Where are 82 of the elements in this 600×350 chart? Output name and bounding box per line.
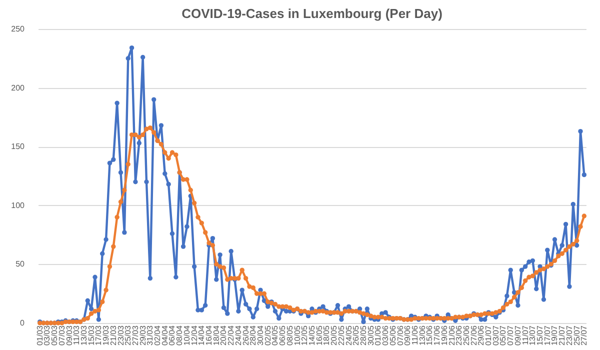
x-tick-label: 29/03: [138, 324, 148, 346]
x-tick-label: 26/04: [241, 324, 250, 346]
x-tick-label: 27/03: [130, 324, 140, 346]
x-tick-label: 07/06: [396, 324, 405, 346]
x-tick-label: 11/03: [72, 324, 82, 345]
x-tick-label: 20/04: [219, 324, 228, 346]
y-tick-label: 150: [11, 142, 26, 152]
x-tick-label: 03/07: [491, 324, 500, 346]
x-tick-label: 23/06: [454, 324, 464, 346]
x-tick-label: 08/04: [175, 324, 184, 346]
x-tick-label: 07/03: [57, 324, 66, 346]
x-tick-label: 18/04: [212, 324, 221, 346]
x-tick-label: 29/06: [476, 324, 486, 346]
x-tick-label: 02/05: [263, 324, 272, 346]
x-tick-label: 05/07: [498, 324, 508, 346]
x-tick-label: 16/05: [314, 324, 324, 346]
x-tick-label: 25/07: [572, 324, 582, 346]
x-tick-label: 30/04: [256, 324, 266, 346]
x-tick-label: 19/06: [440, 324, 449, 346]
x-tick-label: 19/07: [550, 324, 560, 346]
x-tick-label: 25/03: [124, 324, 133, 346]
x-tick-label: 03/06: [381, 324, 390, 346]
x-tick-label: 01/03: [35, 324, 44, 346]
x-tick-label: 01/06: [374, 324, 383, 346]
x-tick-label: 04/04: [160, 324, 170, 346]
y-tick-label: 0: [20, 318, 26, 328]
x-tick-label: 22/05: [336, 324, 346, 346]
chart-title: COVID-19-Cases in Luxembourg (Per Day): [182, 6, 442, 21]
x-tick-label: 10/04: [182, 324, 192, 346]
y-tick-label: 100: [11, 200, 26, 210]
y-tick-label: 250: [11, 24, 26, 34]
x-tick-label: 12/05: [300, 324, 310, 346]
x-tick-label: 22/04: [226, 324, 236, 346]
x-tick-label: 01/07: [484, 324, 494, 346]
x-tick-label: 03/03: [42, 324, 52, 346]
x-tick-label: 17/07: [542, 324, 552, 346]
x-tick-label: 26/05: [352, 324, 361, 346]
x-tick-label: 09/03: [64, 324, 74, 346]
x-tick-label: 11/06: [410, 324, 420, 345]
x-tick-label: 08/05: [285, 324, 294, 346]
x-tick-label: 17/03: [94, 324, 104, 346]
x-tick-label: 25/06: [462, 324, 471, 346]
x-tick-label: 31/03: [146, 324, 155, 346]
x-tick-label: 24/04: [234, 324, 243, 346]
x-tick-label: 18/05: [322, 324, 332, 346]
x-tick-label: 05/06: [388, 324, 398, 346]
x-tick-label: 23/03: [116, 324, 126, 346]
x-tick-label: 09/07: [513, 324, 522, 346]
x-tick-label: 27/07: [580, 324, 589, 346]
x-tick-label: 14/04: [197, 324, 206, 346]
x-tick-label: 21/07: [558, 324, 567, 346]
y-tick-label: 50: [16, 260, 26, 269]
x-tick-label: 28/05: [358, 324, 368, 346]
x-tick-label: 02/04: [153, 324, 162, 346]
x-tick-label: 27/06: [469, 324, 478, 346]
x-tick-label: 12/04: [190, 324, 199, 346]
x-tick-label: 04/05: [270, 324, 280, 346]
x-tick-label: 06/04: [168, 324, 177, 346]
x-tick-label: 09/06: [403, 324, 412, 346]
x-tick-label: 07/07: [506, 324, 516, 346]
x-tick-label: 30/05: [366, 324, 376, 346]
x-tick-label: 10/05: [292, 324, 302, 346]
y-tick-label: 200: [11, 83, 26, 92]
x-tick-label: 19/03: [102, 324, 111, 346]
x-tick-label: 20/05: [330, 324, 339, 346]
x-tick-label: 16/04: [204, 324, 214, 346]
x-tick-label: 11/07: [520, 324, 530, 345]
x-tick-label: 24/05: [344, 324, 354, 346]
x-tick-label: 23/07: [564, 324, 574, 346]
x-tick-label: 15/07: [536, 324, 545, 346]
x-tick-label: 15/03: [86, 324, 96, 346]
x-tick-label: 13/03: [79, 324, 88, 346]
x-tick-label: 21/06: [447, 324, 456, 346]
x-tick-label: 15/06: [425, 324, 434, 346]
x-tick-label: 13/07: [528, 324, 538, 346]
x-tick-label: 05/03: [50, 324, 60, 346]
x-tick-label: 06/05: [278, 324, 288, 346]
x-tick-label: 28/04: [248, 324, 258, 346]
x-tick-label: 17/06: [432, 324, 442, 346]
x-tick-label: 14/05: [308, 324, 316, 346]
x-tick-label: 13/06: [418, 324, 427, 346]
x-tick-label: 21/03: [108, 324, 118, 346]
